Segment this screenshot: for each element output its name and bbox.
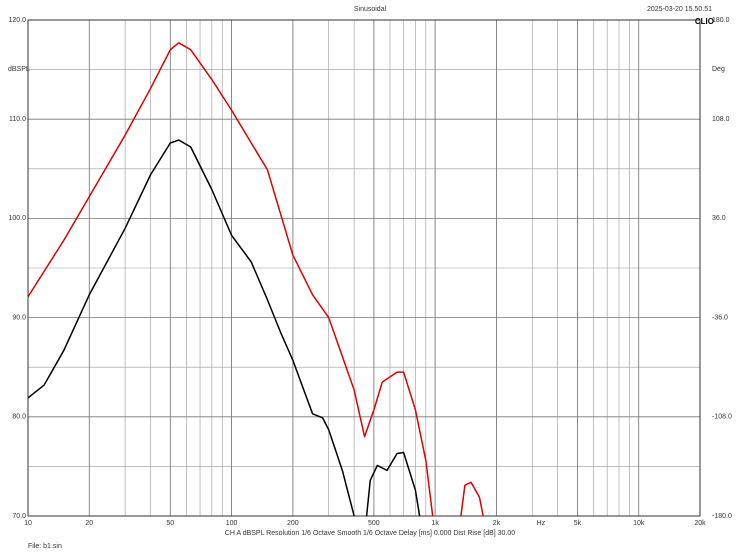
x-tick-label: 200	[287, 520, 299, 527]
y2-tick-label: 108.0	[712, 116, 730, 123]
y2-tick-label: -180.0	[712, 513, 732, 520]
x-tick-label: 2k	[493, 520, 501, 527]
y-tick-label: 70.0	[12, 513, 26, 520]
y-tick-label: 120.0	[8, 17, 26, 24]
x-tick-label: 20	[85, 520, 93, 527]
x-tick-label: 1k	[431, 520, 439, 527]
x-tick-label: 5k	[574, 520, 582, 527]
series-line	[28, 139, 421, 516]
x-tick-label: 500	[368, 520, 380, 527]
plot-frame	[27, 19, 701, 517]
x-tick-label: 50	[166, 520, 174, 527]
x-tick-label: 100	[226, 520, 238, 527]
chart-title: Sinusoidal	[354, 6, 387, 13]
y2-tick-label: 180.0	[712, 17, 730, 24]
y2-tick-label: 36.0	[712, 215, 726, 222]
y2-tick-label: -108.0	[712, 414, 732, 421]
x-tick-label: 10	[24, 520, 32, 527]
x-tick-label: 20k	[694, 520, 706, 527]
file-name: File: b1.sin	[28, 543, 62, 550]
y2-tick-label: -36.0	[712, 314, 728, 321]
footer: CH A dBSPL Resolution 1/6 Octave Smooth …	[225, 530, 515, 537]
y-axis-label: dBSPL	[8, 66, 30, 73]
series-line	[28, 42, 484, 516]
y-tick-label: 100.0	[8, 215, 26, 222]
y-tick-label: 80.0	[12, 414, 26, 421]
x-unit: Hz	[537, 520, 546, 527]
plot-area	[28, 42, 484, 516]
y2-axis-label: Deg	[712, 66, 725, 73]
timestamp: 2025-03-20 15.50.51	[647, 6, 712, 13]
logo: CLIO	[695, 17, 714, 26]
y-tick-label: 90.0	[12, 314, 26, 321]
y-tick-label: 110.0	[9, 116, 26, 123]
x-tick-label: 10k	[633, 520, 645, 527]
